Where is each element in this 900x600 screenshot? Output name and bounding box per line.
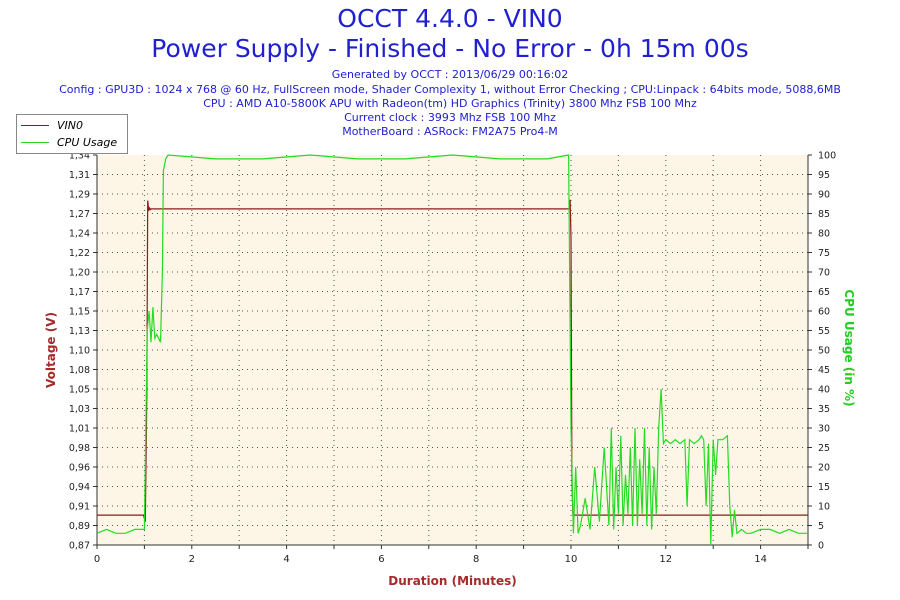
chart-subtitle: Power Supply - Finished - No Error - 0h … <box>151 34 749 63</box>
y-tick-label: 0,87 <box>69 541 90 552</box>
y-tick-label: 1,29 <box>69 190 90 201</box>
legend-item-cpu-usage: CPU Usage <box>21 134 117 150</box>
info-generated: Generated by OCCT : 2013/06/29 00:16:02 <box>331 68 569 81</box>
y-tick-label: 1,03 <box>69 404 90 415</box>
legend-item-vin0: VIN0 <box>21 117 83 133</box>
series-line-cpu-usage <box>96 154 808 546</box>
x-tick-label: 0 <box>94 554 100 565</box>
y-tick-label: 1,13 <box>69 326 90 337</box>
series-lines <box>96 154 808 546</box>
chart-title: OCCT 4.4.0 - VIN0 <box>337 4 563 33</box>
y2-tick-label: 60 <box>818 307 830 318</box>
x-axis-label: Duration (Minutes) <box>388 574 516 588</box>
y-axis-label-left: Voltage (V) <box>44 312 58 388</box>
x-tick-label: 8 <box>473 554 479 565</box>
y2-tick-label: 35 <box>818 404 830 415</box>
legend-label-vin0: VIN0 <box>57 118 83 132</box>
y2-tick-label: 55 <box>818 326 830 337</box>
y2-tick-label: 75 <box>818 248 830 259</box>
legend-swatch-vin0 <box>21 124 49 126</box>
legend-swatch-cpu-usage <box>21 141 49 143</box>
y-tick-label: 1,22 <box>69 248 90 259</box>
y2-tick-label: 0 <box>818 541 824 552</box>
x-tick-label: 14 <box>754 554 767 565</box>
y-axis-label-right: CPU Usage (in %) <box>842 289 856 406</box>
y2-tick-label: 20 <box>818 463 830 474</box>
y2-tick-label: 40 <box>818 385 830 396</box>
y-tick-label: 1,27 <box>69 209 90 220</box>
y2-tick-label: 50 <box>818 346 830 357</box>
x-tick-label: 10 <box>565 554 578 565</box>
y-tick-label: 0,89 <box>69 521 90 532</box>
axes: 0,87 0,89 0,91 0,94 0,96 0,98 1,01 1,03 1,05 1,08… <box>69 151 836 566</box>
y-tick-label: 1,15 <box>69 307 90 318</box>
y-tick-label: 1,05 <box>69 385 90 396</box>
y2-tick-label: 95 <box>818 170 830 181</box>
y2-tick-label: 80 <box>818 229 830 240</box>
y-tick-label: 1,17 <box>69 287 90 298</box>
y-tick-label: 1,34 <box>69 151 90 162</box>
grid-lines <box>97 155 808 545</box>
y2-tick-label: 45 <box>818 365 830 376</box>
x-tick-label: 6 <box>378 554 384 565</box>
y2-tick-label: 65 <box>818 287 830 298</box>
info-cpu: CPU : AMD A10-5800K APU with Radeon(tm) … <box>203 97 697 110</box>
y2-tick-label: 25 <box>818 443 830 454</box>
y-tick-label: 0,91 <box>69 502 90 513</box>
y-tick-label: 0,94 <box>69 482 90 493</box>
legend-label-cpu-usage: CPU Usage <box>57 135 118 149</box>
y-tick-label: 0,98 <box>69 443 90 454</box>
chart-legend: VIN0 CPU Usage <box>16 114 128 154</box>
y2-tick-label: 100 <box>818 151 836 162</box>
y2-tick-label: 10 <box>818 502 830 513</box>
x-tick-label: 2 <box>189 554 195 565</box>
y2-tick-label: 70 <box>818 268 830 279</box>
info-motherboard: MotherBoard : ASRock: FM2A75 Pro4-M <box>342 125 558 138</box>
y-tick-label: 1,01 <box>69 424 90 435</box>
y-tick-label: 1,24 <box>69 229 90 240</box>
y2-tick-label: 85 <box>818 209 830 220</box>
y2-tick-label: 30 <box>818 424 830 435</box>
y2-tick-label: 90 <box>818 190 830 201</box>
y-tick-label: 1,08 <box>69 365 90 376</box>
x-tick-label: 12 <box>659 554 672 565</box>
info-config: Config : GPU3D : 1024 x 768 @ 60 Hz, Ful… <box>59 83 841 96</box>
y2-tick-label: 5 <box>818 521 824 532</box>
y-tick-label: 1,10 <box>69 346 90 357</box>
y-tick-label: 0,96 <box>69 463 90 474</box>
y2-tick-label: 15 <box>818 482 830 493</box>
y-tick-label: 1,31 <box>69 170 90 181</box>
info-clock: Current clock : 3993 Mhz FSB 100 Mhz <box>344 111 556 124</box>
y-tick-label: 1,20 <box>69 268 90 279</box>
x-tick-label: 4 <box>283 554 289 565</box>
